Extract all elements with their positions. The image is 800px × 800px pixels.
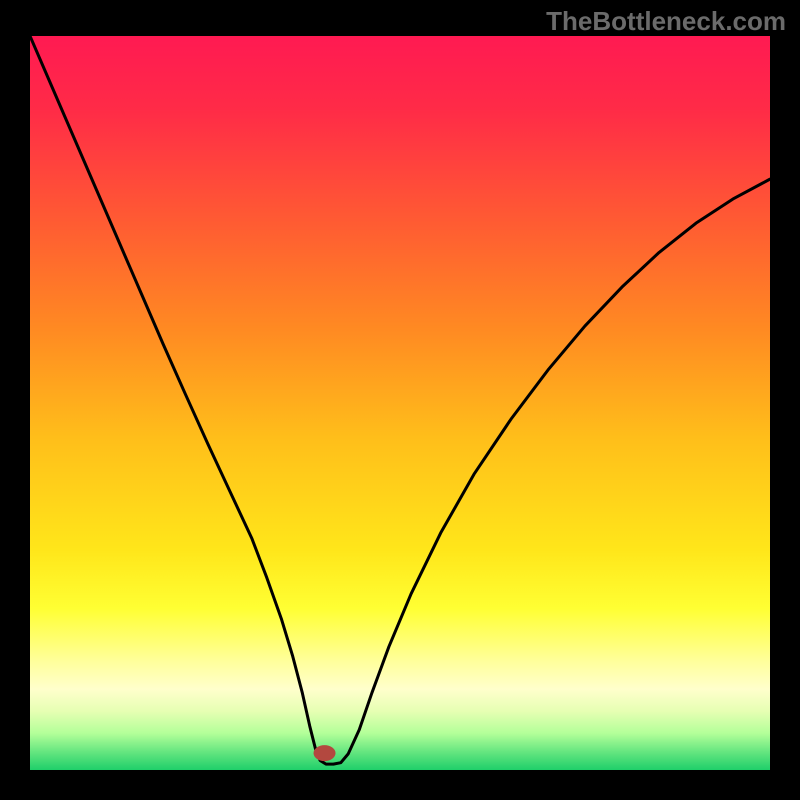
bottleneck-curve	[30, 36, 770, 764]
plot-svg	[30, 36, 770, 770]
optimal-point-marker	[314, 745, 336, 761]
watermark-text: TheBottleneck.com	[546, 6, 786, 37]
plot-area	[30, 36, 770, 770]
chart-stage: TheBottleneck.com	[0, 0, 800, 800]
